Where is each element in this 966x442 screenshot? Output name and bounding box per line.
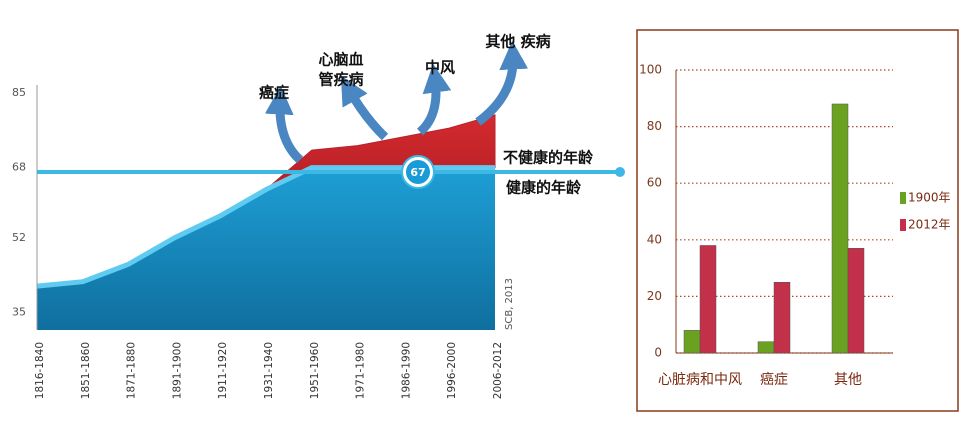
x-tick-label: 1931-1940 [263, 342, 275, 399]
x-tick-label: 1871-1880 [126, 342, 138, 399]
y-tick-label: 0 [654, 346, 662, 360]
y-tick-label: 68 [12, 161, 26, 174]
x-tick-label: 心脏病和中风 [658, 372, 742, 388]
arrow [416, 63, 452, 136]
bar [699, 245, 717, 354]
arrow [264, 85, 304, 164]
x-tick-label: 1891-1900 [171, 342, 183, 399]
x-tick-label: 1851-1860 [80, 342, 92, 399]
y-tick-label: 35 [12, 305, 26, 318]
arrow [340, 75, 389, 141]
y-tick-label: 60 [647, 176, 662, 190]
x-tick-label: 2006-2012 [492, 342, 504, 399]
annotation: 心脑血 [318, 51, 363, 69]
series-label: 不健康的年龄 [503, 149, 594, 167]
legend-label: 2012年 [908, 218, 951, 232]
legend-swatch [900, 192, 906, 204]
source: SCB, 2013 [504, 278, 515, 330]
x-tick-label: 1951-1960 [309, 342, 321, 399]
annotation: 管疾病 [318, 71, 363, 89]
life-chart: 35 52 68 85 1816-1840 1851-1860 1871-1880 1891-… [12, 33, 625, 399]
y-tick-label: 52 [12, 231, 26, 244]
marker-label: 67 [410, 166, 425, 179]
legend-swatch [900, 219, 906, 231]
chart-frame [636, 29, 959, 412]
bar [773, 282, 791, 354]
bar [683, 330, 701, 354]
y-tick-label: 85 [12, 86, 26, 99]
y-tick-label: 40 [647, 232, 662, 246]
x-tick-label: 1911-1920 [217, 342, 229, 399]
x-tick-label: 其他 [834, 372, 862, 388]
annotation: 癌症 [259, 84, 289, 102]
y-tick-label: 100 [639, 63, 662, 77]
annotation: 其他 疾病 [485, 33, 550, 51]
healthy-area [37, 167, 495, 330]
x-tick-label: 1816-1840 [34, 342, 46, 399]
x-tick-label: 癌症 [760, 372, 788, 388]
threshold-end [615, 167, 625, 177]
arrow [475, 40, 529, 126]
cause-chart: 0 20 40 60 80 100 心脏病和中风 癌症 其他 1900年 2012年 [639, 63, 950, 389]
bar [831, 103, 849, 354]
series-label: 健康的年龄 [506, 179, 582, 197]
marker-dot [406, 160, 430, 184]
legend-label: 1900年 [908, 191, 951, 205]
x-tick-label: 1996-2000 [446, 342, 458, 399]
x-tick-label: 1986-1990 [400, 342, 412, 399]
bar [847, 248, 865, 354]
x-tick-label: 1971-1980 [355, 342, 367, 399]
bar [757, 341, 775, 354]
y-tick-label: 20 [647, 289, 662, 303]
annotation: 中风 [425, 59, 455, 77]
y-tick-label: 80 [647, 119, 662, 133]
